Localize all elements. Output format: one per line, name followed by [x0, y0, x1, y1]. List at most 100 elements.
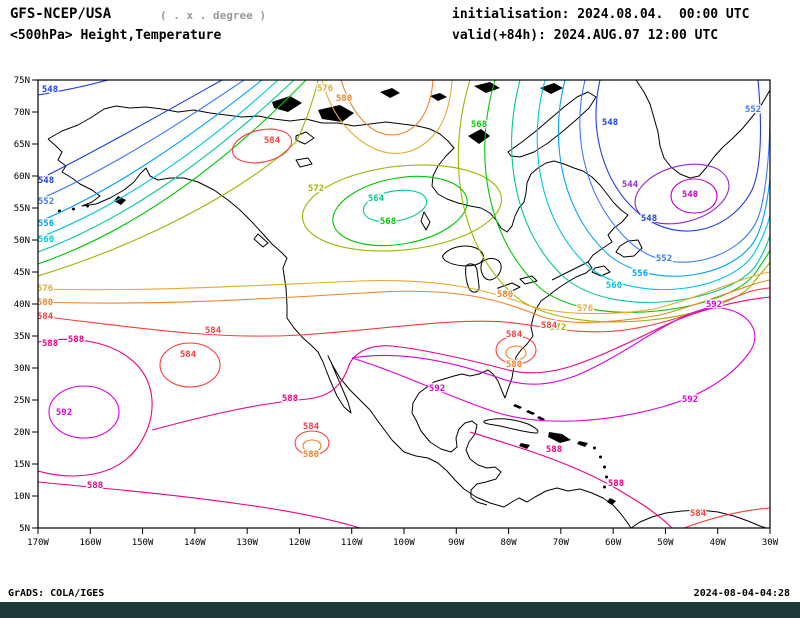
lake-superior [442, 245, 484, 267]
coastline-west [47, 138, 632, 528]
contour-584-se-cutoff [495, 335, 537, 365]
svg-text:80W: 80W [500, 538, 517, 548]
contour-588-pacific-high [38, 338, 153, 477]
contour-552 [38, 80, 245, 201]
contour-556 [38, 80, 263, 223]
svg-text:584: 584 [180, 350, 197, 360]
svg-text:588: 588 [282, 394, 298, 404]
product-title: <500hPa> Height,Temperature [10, 28, 222, 43]
bottom-bar [0, 602, 800, 618]
contour-580-tongue [340, 80, 434, 136]
svg-text:552: 552 [745, 105, 761, 115]
arctic-island-1 [540, 83, 563, 94]
coastline-baffin [507, 91, 597, 158]
svg-text:20N: 20N [14, 428, 30, 438]
contour-556 [557, 80, 770, 277]
svg-text:540: 540 [682, 190, 698, 200]
contour-584-four-corners [159, 342, 221, 388]
contour-560 [536, 80, 770, 291]
contour-564 [511, 80, 770, 303]
svg-text:588: 588 [42, 339, 58, 349]
lake-michigan [465, 263, 480, 293]
svg-text:5N: 5N [19, 524, 30, 534]
contour-588 [151, 296, 770, 431]
lake-huron [480, 257, 502, 281]
hispaniola [548, 432, 571, 443]
svg-text:552: 552 [656, 254, 672, 264]
contour-572 [38, 80, 319, 277]
svg-text:544: 544 [622, 180, 639, 190]
svg-text:588: 588 [546, 445, 562, 455]
init-time: initialisation: 2024.08.04. 00:00 UTC [452, 7, 750, 22]
svg-text:100W: 100W [393, 538, 415, 548]
contour-584-mx-cutoff [294, 430, 330, 456]
svg-text:30N: 30N [14, 364, 30, 374]
contour-540-baffin-low [670, 178, 718, 214]
contour-564 [38, 80, 295, 253]
svg-text:584: 584 [690, 509, 707, 519]
islands-layer [58, 82, 616, 505]
contour-layer [38, 80, 770, 528]
kodiak-island [114, 196, 126, 205]
puerto-rico [577, 441, 588, 447]
contour-580-se-cutoff [505, 345, 527, 361]
svg-text:592: 592 [429, 384, 445, 394]
svg-text:548: 548 [602, 118, 618, 128]
svg-text:25N: 25N [14, 396, 30, 406]
contour-592-atlantic-high [351, 307, 756, 422]
svg-text:568: 568 [471, 120, 487, 130]
valid-time: valid(+84h): 2024.AUG.07 12:00 UTC [452, 28, 719, 43]
devon-island [474, 82, 500, 93]
contour-584-tropics [683, 507, 770, 528]
svg-text:70W: 70W [553, 538, 570, 548]
svg-text:580: 580 [497, 290, 513, 300]
contour-576-tongue [321, 80, 453, 154]
coastline-vancouver-island [253, 233, 269, 248]
svg-text:70N: 70N [14, 108, 30, 118]
contour-548 [595, 80, 762, 232]
svg-text:568: 568 [380, 217, 396, 227]
model-title: GFS-NCEP/USA [10, 6, 112, 22]
svg-text:592: 592 [56, 408, 72, 418]
contour-564-hudson-low [362, 189, 428, 223]
svg-text:580: 580 [506, 360, 522, 370]
svg-text:576: 576 [317, 84, 333, 94]
svg-text:564: 564 [368, 194, 385, 204]
coastline-cuba [483, 418, 539, 434]
svg-text:560: 560 [606, 281, 622, 291]
contour-568 [38, 80, 307, 265]
svg-text:110W: 110W [341, 538, 363, 548]
svg-text:120W: 120W [289, 538, 311, 548]
svg-text:30W: 30W [762, 538, 779, 548]
svg-text:576: 576 [577, 304, 593, 314]
contour-580-mx-cutoff [302, 439, 322, 453]
contour-584-yukon-high [231, 128, 293, 164]
contour-576 [38, 271, 770, 315]
great-bear-lake [295, 131, 315, 145]
svg-text:584: 584 [541, 321, 558, 331]
contour-552 [579, 80, 770, 263]
southampton-island [468, 129, 490, 144]
svg-text:584: 584 [264, 136, 281, 146]
great-slave-lake [295, 157, 313, 168]
contour-584 [38, 287, 770, 337]
svg-text:584: 584 [303, 422, 320, 432]
trinidad [607, 498, 616, 505]
contour-588-caribbean [469, 431, 673, 528]
arctic-island-3 [430, 93, 447, 101]
svg-text:548: 548 [38, 176, 54, 186]
contour-544-baffin-low [634, 163, 730, 225]
svg-text:50W: 50W [657, 538, 674, 548]
svg-text:15N: 15N [14, 460, 30, 470]
svg-text:75N: 75N [14, 76, 30, 86]
coastline-layer [47, 80, 770, 528]
lake-ontario [519, 275, 538, 285]
lake-erie [497, 282, 521, 294]
svg-text:560: 560 [38, 235, 54, 245]
svg-text:572: 572 [550, 323, 566, 333]
svg-text:592: 592 [682, 395, 698, 405]
contour-572 [457, 80, 770, 323]
svg-text:576: 576 [37, 284, 53, 294]
